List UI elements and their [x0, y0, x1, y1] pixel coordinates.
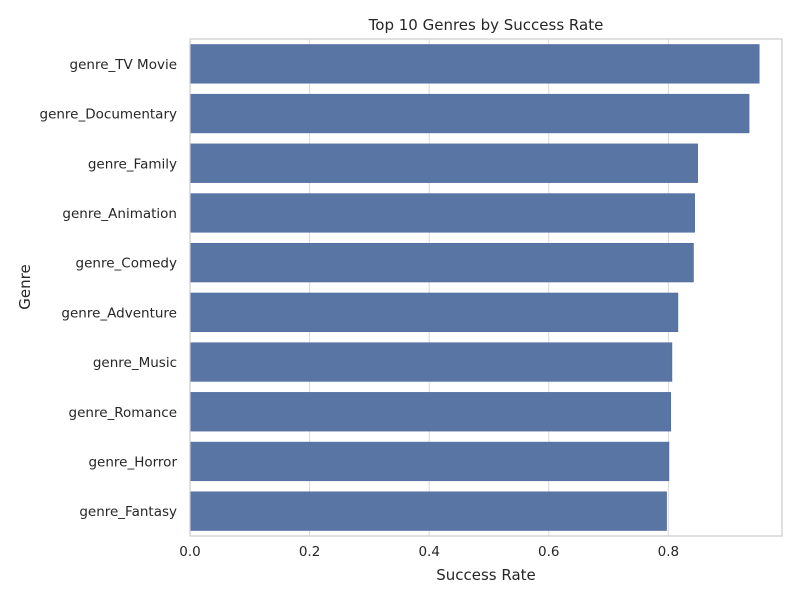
- y-tick-label: genre_Horror: [88, 454, 177, 470]
- y-axis-label: Genre: [16, 264, 34, 309]
- x-tick-label: 0.4: [418, 544, 439, 560]
- y-tick-label: genre_Romance: [69, 405, 177, 421]
- bars: [189, 44, 760, 531]
- y-tick-label: genre_TV Movie: [70, 57, 177, 73]
- y-tick-label: genre_Comedy: [76, 256, 177, 272]
- x-tick-label: 0.6: [538, 544, 559, 560]
- bar: [189, 441, 670, 482]
- x-tick-label: 0.0: [179, 544, 200, 560]
- y-tick-label: genre_Animation: [62, 206, 177, 222]
- x-axis-ticks: 0.0 0.2 0.4 0.6 0.8: [179, 544, 679, 560]
- x-tick-label: 0.8: [658, 544, 679, 560]
- plot-frame: [189, 38, 783, 537]
- x-axis-label: Success Rate: [436, 566, 536, 584]
- y-axis-ticks: genre_TV Movie genre_Documentary genre_Fam…: [40, 57, 178, 520]
- chart-title: Top 10 Genres by Success Rate: [368, 16, 604, 34]
- bar: [189, 44, 760, 84]
- bar: [189, 491, 667, 531]
- bar: [189, 93, 750, 134]
- bar: [189, 243, 694, 283]
- bar: [189, 292, 679, 332]
- y-tick-label: genre_Documentary: [40, 107, 178, 123]
- x-tick-label: 0.2: [299, 544, 320, 560]
- y-tick-label: genre_Family: [88, 156, 177, 172]
- bar: [189, 143, 698, 183]
- bar: [189, 392, 672, 432]
- y-tick-label: genre_Music: [93, 355, 177, 371]
- y-tick-label: genre_Fantasy: [79, 504, 177, 520]
- bar: [189, 193, 695, 233]
- y-tick-label: genre_Adventure: [61, 305, 177, 321]
- bar: [189, 342, 673, 382]
